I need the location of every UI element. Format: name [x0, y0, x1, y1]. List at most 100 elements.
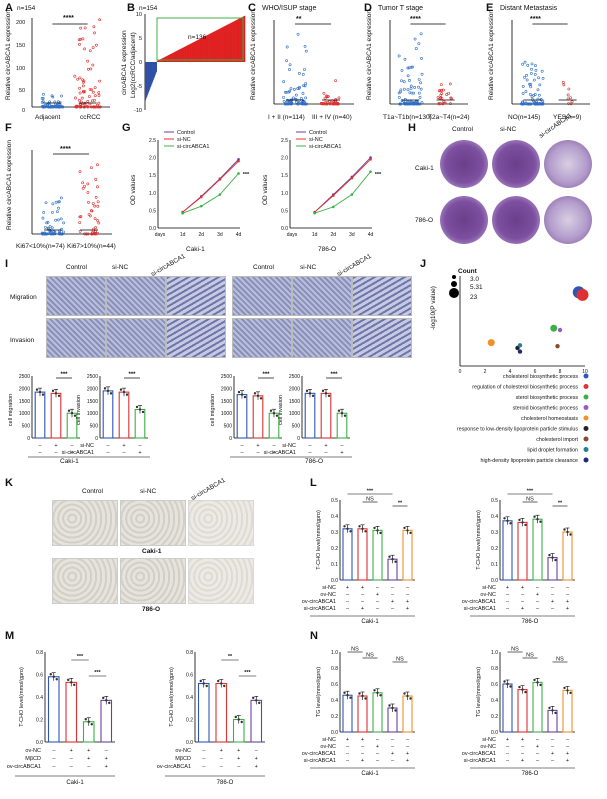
data-point [525, 73, 529, 77]
data-point [237, 390, 241, 394]
sign: + [70, 450, 73, 456]
cell-line-label: 786-O [522, 771, 539, 777]
waterfall-bar [153, 62, 155, 79]
tick: 0.2 [491, 714, 498, 720]
row-label: si-NC [482, 585, 496, 591]
sign: – [346, 744, 350, 750]
data-point [93, 94, 97, 98]
sign: – [52, 764, 56, 770]
waterfall-bar [170, 53, 172, 62]
sign: – [566, 592, 570, 598]
sig-label: NS [526, 653, 534, 659]
sign: – [391, 585, 395, 591]
waterfall-bar [179, 49, 181, 62]
waterfall-bar [219, 28, 220, 62]
data-point [297, 99, 301, 103]
data-point [95, 43, 98, 47]
waterfall-bar [218, 29, 220, 62]
tick: 0.5 [149, 208, 156, 214]
sig-label: ** [228, 654, 233, 660]
data-point [83, 232, 86, 236]
data-point [336, 102, 340, 106]
waterfall-bar [170, 53, 172, 62]
data-point [417, 85, 420, 89]
data-point [98, 18, 101, 22]
legend-label: si-circABCA1 [177, 144, 209, 150]
bubble [555, 344, 560, 349]
tick: 0.2 [491, 546, 498, 552]
term-label: cholesterol homeostasis [521, 416, 578, 422]
data-point [536, 518, 539, 521]
data-point [94, 178, 98, 181]
waterfall-bar [205, 35, 207, 62]
data-point [47, 105, 51, 109]
sign: – [506, 744, 510, 750]
data-point [419, 81, 423, 85]
tick: 2d [198, 232, 204, 238]
sign: + [324, 443, 327, 449]
waterfall-bar [202, 37, 204, 62]
data-point [521, 62, 525, 66]
waterfall-bar [180, 48, 182, 62]
term-label: high-density lipoprotein particle cleara… [481, 458, 579, 464]
x-label: NO(n=145) [508, 114, 541, 121]
data-point [303, 102, 307, 106]
waterfall-bar [203, 36, 205, 62]
panel-letter: I [5, 258, 9, 270]
chart-e [511, 20, 590, 106]
series-line [314, 159, 371, 213]
sign: + [566, 606, 569, 612]
data-point [566, 530, 569, 534]
data-point [217, 679, 220, 683]
transwell-image [166, 318, 226, 358]
tick: -10 [134, 108, 142, 114]
sign: – [536, 758, 540, 764]
col-label: si-circABCA1 [190, 476, 227, 503]
waterfall-bar [226, 24, 228, 62]
sign: – [406, 585, 410, 591]
waterfall-bar [207, 34, 209, 62]
data-point [530, 62, 534, 66]
transwell-image [106, 318, 166, 358]
sign: + [521, 758, 524, 764]
sign: – [240, 450, 244, 456]
data-point [409, 87, 413, 90]
x-label: ccRCC [80, 114, 101, 121]
waterfall-bar [188, 44, 190, 62]
bar [562, 689, 573, 733]
tick: 500 [22, 424, 31, 430]
data-point [97, 91, 101, 94]
data-point [96, 200, 100, 204]
waterfall-bar [198, 39, 200, 62]
waterfall-bar [209, 33, 211, 62]
data-point [90, 166, 93, 169]
transwell-image [352, 318, 412, 358]
data-point [290, 101, 294, 105]
row-label: MβCD [25, 756, 41, 762]
colony-dish [492, 140, 540, 188]
waterfall-bar [217, 29, 219, 62]
data-point [529, 71, 533, 75]
data-point [44, 232, 48, 236]
waterfall-bar [172, 52, 174, 62]
waterfall-bar [168, 55, 170, 62]
row-label: ov-circABCA1 [7, 764, 41, 770]
bar [502, 520, 513, 581]
waterfall-bar [204, 36, 206, 62]
data-point [408, 91, 412, 95]
series-line [314, 157, 371, 213]
data-point [95, 103, 99, 107]
col-label: Control [66, 264, 87, 271]
data-point [269, 409, 273, 412]
data-point [35, 388, 39, 391]
data-point [48, 225, 52, 228]
data-point [93, 86, 97, 90]
waterfall-bar [216, 30, 218, 62]
data-point [141, 410, 145, 414]
sign: – [376, 751, 380, 757]
tick: 0.3 [491, 530, 498, 536]
sign: + [361, 585, 364, 591]
data-point [49, 673, 52, 676]
sign: – [521, 744, 525, 750]
data-point [420, 72, 424, 76]
